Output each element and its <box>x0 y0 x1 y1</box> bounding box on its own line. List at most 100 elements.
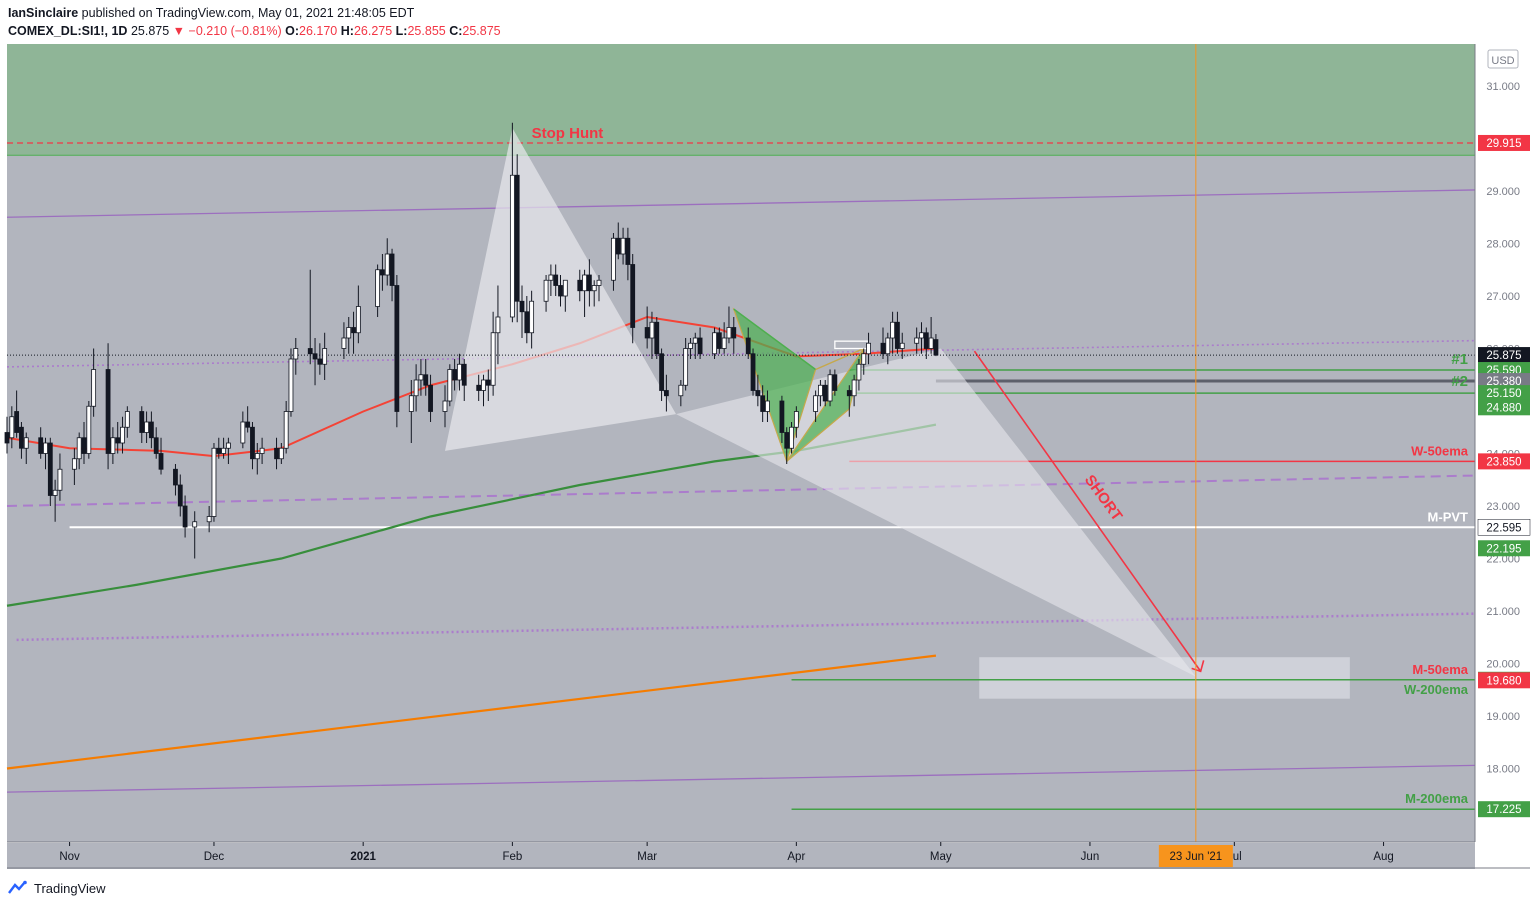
candle-body[interactable] <box>394 285 400 412</box>
candle-body[interactable] <box>211 447 217 517</box>
candle-body[interactable] <box>52 489 58 496</box>
candle-body[interactable] <box>278 447 284 460</box>
candle-body[interactable] <box>9 416 15 439</box>
price-label-badge[interactable] <box>1478 540 1530 557</box>
candle-body[interactable] <box>423 374 429 386</box>
candle-body[interactable] <box>413 379 419 397</box>
m-50ema-curve[interactable] <box>6 654 937 770</box>
candle-body[interactable] <box>57 468 63 491</box>
candle-body[interactable] <box>712 332 717 355</box>
candle-body[interactable] <box>86 405 92 454</box>
candle-body[interactable] <box>375 269 381 307</box>
footer-brand[interactable]: TradingView <box>8 880 106 896</box>
candle-body[interactable] <box>307 348 313 355</box>
supply-zone[interactable] <box>7 44 1475 156</box>
candle-body[interactable] <box>726 327 732 339</box>
candle-body[interactable] <box>4 432 10 444</box>
candle-body[interactable] <box>43 442 48 454</box>
candle-body[interactable] <box>38 437 44 454</box>
candle-body[interactable] <box>765 400 770 412</box>
candle-body[interactable] <box>254 453 260 460</box>
candle-body[interactable] <box>177 484 183 507</box>
candle-body[interactable] <box>485 379 491 386</box>
candle-body[interactable] <box>784 432 790 449</box>
price-label-badge[interactable] <box>1478 801 1530 818</box>
candle-body[interactable] <box>688 342 693 349</box>
candle-body[interactable] <box>861 353 867 365</box>
x-axis-panel[interactable] <box>7 843 1475 869</box>
candle-body[interactable] <box>283 411 289 449</box>
purple-trendline-upper[interactable] <box>6 189 1476 218</box>
candle-body[interactable] <box>524 311 530 334</box>
candle-body[interactable] <box>312 353 318 360</box>
candle-body[interactable] <box>750 353 756 391</box>
candle-body[interactable] <box>885 337 891 355</box>
candle-body[interactable] <box>206 516 212 523</box>
target-zone[interactable] <box>979 657 1350 699</box>
candle-body[interactable] <box>442 400 448 412</box>
candle-body[interactable] <box>226 442 231 449</box>
candle-body[interactable] <box>789 426 794 449</box>
candle-body[interactable] <box>182 505 188 528</box>
candle-body[interactable] <box>380 269 385 276</box>
y-axis-panel[interactable] <box>1476 44 1530 842</box>
candle-body[interactable] <box>663 390 669 397</box>
candle-body[interactable] <box>105 369 111 454</box>
candle-body[interactable] <box>47 442 53 496</box>
candle-body[interactable] <box>659 353 664 391</box>
candle-body[interactable] <box>509 174 515 318</box>
candle-body[interactable] <box>818 384 823 397</box>
candle-body[interactable] <box>250 426 255 460</box>
candle-body[interactable] <box>341 337 347 349</box>
candle-body[interactable] <box>692 337 698 344</box>
candle-body[interactable] <box>14 411 20 433</box>
candle-body[interactable] <box>649 321 655 339</box>
candle-body[interactable] <box>139 411 145 433</box>
candle-body[interactable] <box>596 279 602 286</box>
purple-dashed-mid[interactable] <box>6 474 1476 507</box>
candle-body[interactable] <box>553 274 559 286</box>
candle-body[interactable] <box>586 274 592 292</box>
candle-body[interactable] <box>245 421 251 428</box>
candle-body[interactable] <box>827 374 833 402</box>
candle-body[interactable] <box>259 447 265 454</box>
price-label-badge[interactable] <box>1478 399 1530 416</box>
candle-body[interactable] <box>577 279 583 292</box>
candle-body[interactable] <box>514 174 520 302</box>
candle-body[interactable] <box>124 411 130 428</box>
candle-body[interactable] <box>81 437 87 454</box>
candle-body[interactable] <box>755 390 761 397</box>
candle-body[interactable] <box>923 332 929 349</box>
candle-body[interactable] <box>562 279 568 297</box>
candle-body[interactable] <box>346 327 352 339</box>
candle-body[interactable] <box>120 426 125 444</box>
bat-bc-leg[interactable] <box>815 347 865 371</box>
candle-body[interactable] <box>928 337 934 349</box>
candle-body[interactable] <box>543 279 549 302</box>
candle-body[interactable] <box>274 447 279 460</box>
candle-body[interactable] <box>519 300 525 313</box>
candle-body[interactable] <box>866 342 871 355</box>
candle-body[interactable] <box>288 358 294 412</box>
candle-body[interactable] <box>716 332 722 349</box>
candle-body[interactable] <box>351 327 356 334</box>
price-label-badge[interactable] <box>1478 453 1530 470</box>
candle-body[interactable] <box>846 390 852 397</box>
candle-body[interactable] <box>317 358 323 365</box>
candle-body[interactable] <box>731 327 737 339</box>
candle-body[interactable] <box>322 348 328 365</box>
candle-body[interactable] <box>418 374 424 381</box>
candle-body[interactable] <box>721 337 727 349</box>
candle-body[interactable] <box>793 411 799 428</box>
candle-body[interactable] <box>591 285 597 292</box>
candle-body[interactable] <box>760 395 766 412</box>
candle-body[interactable] <box>822 384 828 402</box>
candle-body[interactable] <box>683 348 689 386</box>
candle-body[interactable] <box>644 327 650 339</box>
candle-body[interactable] <box>110 437 116 454</box>
candle-body[interactable] <box>548 274 554 281</box>
candle-body[interactable] <box>558 285 563 297</box>
candle-body[interactable] <box>495 316 501 334</box>
candle-body[interactable] <box>899 342 905 349</box>
